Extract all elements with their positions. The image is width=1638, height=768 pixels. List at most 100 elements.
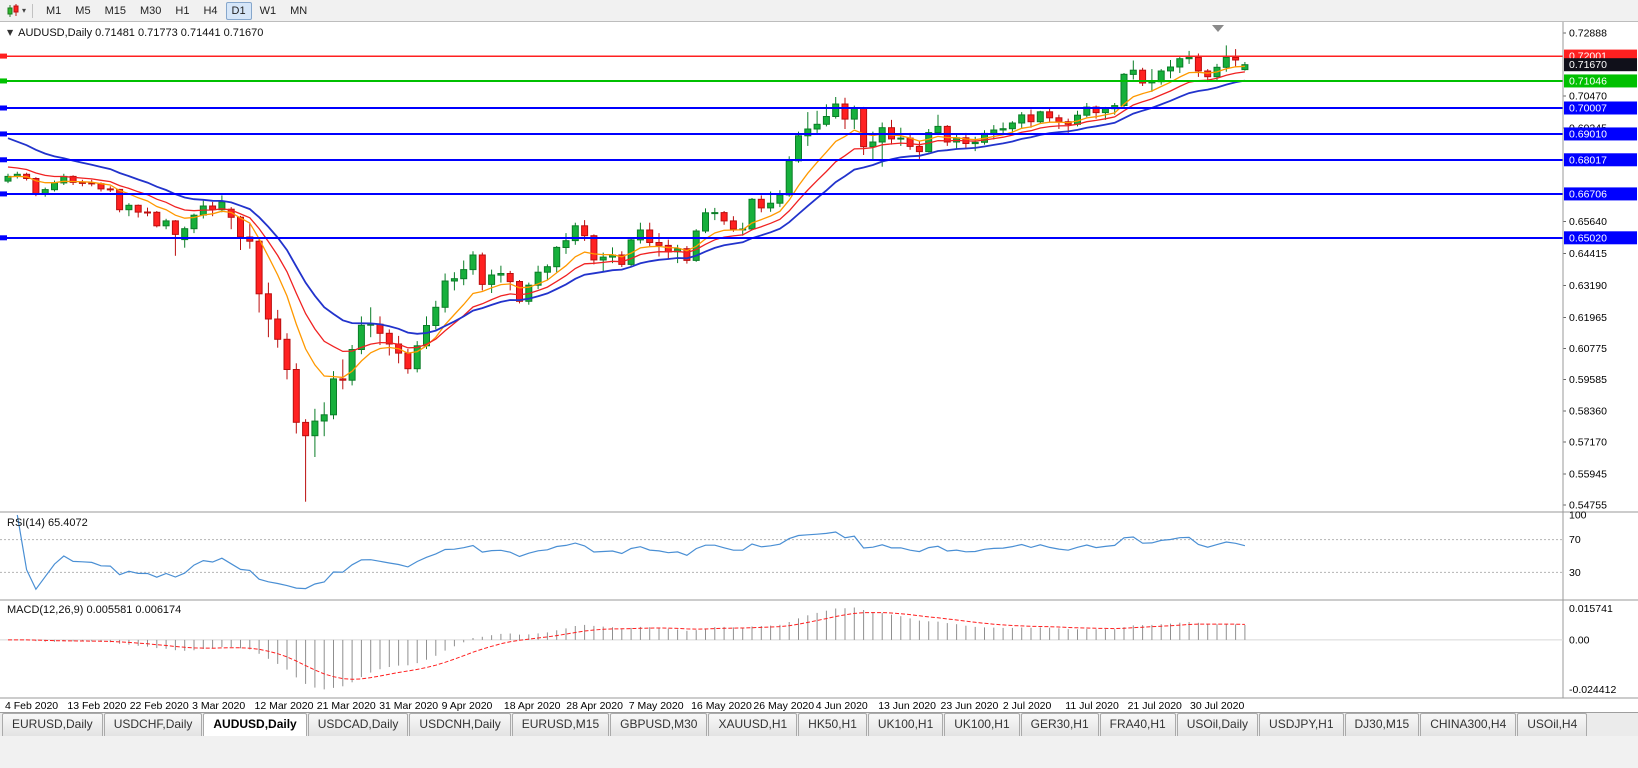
chart-type-button[interactable]: ▾ xyxy=(4,3,28,19)
candle-body xyxy=(1036,111,1044,123)
candle-body xyxy=(460,269,468,280)
candle-body xyxy=(785,160,793,196)
chart-tab[interactable]: USOil,Daily xyxy=(1176,713,1259,736)
candle-body xyxy=(869,141,877,148)
candle-body xyxy=(990,129,998,134)
timeframe-button-w1[interactable]: W1 xyxy=(259,4,277,17)
chart-tab[interactable]: USDCNH,Daily xyxy=(409,713,511,736)
candle-body xyxy=(116,188,124,211)
candle-body xyxy=(850,107,858,120)
price-axis-tick: 0.65640 xyxy=(1569,216,1607,228)
chart-tab[interactable]: CHINA300,H4 xyxy=(1420,713,1517,736)
price-level-badge xyxy=(1564,58,1637,72)
candle-body xyxy=(106,188,114,191)
chart-tab[interactable]: XAUUSD,H1 xyxy=(708,713,798,736)
chart-tab[interactable]: USDCHF,Daily xyxy=(103,713,203,736)
candle-body xyxy=(646,229,654,243)
timeframe-button-d1[interactable]: D1 xyxy=(225,1,252,20)
candle-body xyxy=(999,128,1007,131)
candle-body xyxy=(934,125,942,134)
trading-chart[interactable]: 0.728880.704700.692450.656400.644150.631… xyxy=(0,22,1638,712)
candle-body xyxy=(729,220,737,230)
chart-tab[interactable]: EURUSD,Daily xyxy=(2,713,103,736)
candle-body xyxy=(78,181,86,184)
candle-body xyxy=(1167,66,1174,72)
chart-tab[interactable]: GER30,H1 xyxy=(1020,713,1099,736)
time-axis-label: 30 Jul 2020 xyxy=(1190,700,1244,712)
price-axis[interactable] xyxy=(1563,22,1638,698)
chart-tab[interactable]: AUDUSD,Daily xyxy=(203,713,307,736)
candle-body xyxy=(711,212,719,215)
candle-body xyxy=(292,369,300,423)
chart-menu-icon[interactable]: ▼ xyxy=(7,28,14,37)
chart-tab[interactable]: UK100,H1 xyxy=(944,713,1020,736)
candle-body xyxy=(497,273,505,276)
chart-shift-marker-icon[interactable] xyxy=(1212,25,1224,32)
candle-body xyxy=(822,116,830,125)
chart-tab[interactable]: USOil,H4 xyxy=(1517,713,1588,736)
time-axis-label: 7 May 2020 xyxy=(629,700,684,712)
time-axis-label: 23 Jun 2020 xyxy=(941,700,999,712)
candle-body xyxy=(255,240,263,295)
time-axis-label: 18 Apr 2020 xyxy=(504,700,561,712)
candle-body xyxy=(562,240,570,248)
bottom-strip xyxy=(0,736,1638,768)
level-left-marker xyxy=(0,53,7,59)
level-left-marker xyxy=(0,131,7,137)
candle-body xyxy=(702,212,709,232)
candle-body xyxy=(897,137,905,140)
candle-body xyxy=(1176,58,1184,68)
time-axis-label: 11 Jul 2020 xyxy=(1065,700,1119,712)
candle-body xyxy=(757,198,765,209)
candle-body xyxy=(441,280,449,308)
timeframe-button-h4[interactable]: H4 xyxy=(203,4,218,17)
candle-body xyxy=(218,201,226,211)
level-left-marker xyxy=(0,191,7,197)
timeframe-button-m5[interactable]: M5 xyxy=(75,4,91,17)
price-axis-tick: 0.63190 xyxy=(1569,280,1607,292)
time-axis[interactable] xyxy=(0,698,1638,712)
chart-tab[interactable]: DJ30,M15 xyxy=(1344,713,1420,736)
top-toolbar: ▾ M1 M5 M15 M30 H1 H4 D1 W1 MN xyxy=(0,0,1638,22)
candle-body xyxy=(720,212,728,222)
chart-tab[interactable]: HK50,H1 xyxy=(798,713,867,736)
chart-tab[interactable]: USDCAD,Daily xyxy=(307,713,409,736)
time-axis-label: 28 Apr 2020 xyxy=(566,700,623,712)
timeframe-button-m30[interactable]: M30 xyxy=(139,4,162,17)
macd-indicator-label: MACD(12,26,9) 0.005581 0.006174 xyxy=(7,604,182,616)
price-level-badge-label: 0.66706 xyxy=(1569,188,1607,200)
chart-area: 0.728880.704700.692450.656400.644150.631… xyxy=(0,22,1638,712)
candle-body xyxy=(599,256,607,261)
timeframe-button-h1[interactable]: H1 xyxy=(175,4,190,17)
price-axis-tick: 0.72888 xyxy=(1569,28,1607,40)
price-axis-tick: 0.61965 xyxy=(1569,312,1607,324)
candle-body xyxy=(404,352,412,370)
chart-tab[interactable]: GBPUSD,M30 xyxy=(610,713,708,736)
timeframe-button-m15[interactable]: M15 xyxy=(104,4,126,17)
time-axis-label: 9 Apr 2020 xyxy=(442,700,493,712)
candle-body xyxy=(1241,64,1249,71)
candle-body xyxy=(1222,56,1230,68)
time-axis-label: 2 Jul 2020 xyxy=(1003,700,1052,712)
chart-tab[interactable]: USDJPY,H1 xyxy=(1259,713,1344,736)
candle-body xyxy=(767,202,775,209)
chart-tab[interactable]: UK100,H1 xyxy=(867,713,944,736)
time-axis-label: 13 Jun 2020 xyxy=(878,700,936,712)
price-level-badge xyxy=(1564,127,1637,141)
candle-body xyxy=(274,318,282,340)
candle-body xyxy=(181,228,189,241)
chart-tab[interactable]: FRA40,H1 xyxy=(1099,713,1176,736)
candle-body xyxy=(1194,56,1202,72)
chart-tab[interactable]: EURUSD,M15 xyxy=(511,713,610,736)
time-axis-label: 4 Feb 2020 xyxy=(5,700,58,712)
timeframe-button-m1[interactable]: M1 xyxy=(46,4,62,17)
candle-body xyxy=(1055,117,1063,123)
candle-body xyxy=(190,214,198,230)
candle-body xyxy=(385,332,393,345)
price-level-badge xyxy=(1564,74,1637,88)
candle-body xyxy=(516,281,523,302)
time-axis-label: 26 May 2020 xyxy=(753,700,814,712)
candle-body xyxy=(237,216,244,238)
price-level-badge xyxy=(1564,153,1637,167)
timeframe-button-mn[interactable]: MN xyxy=(290,4,308,17)
